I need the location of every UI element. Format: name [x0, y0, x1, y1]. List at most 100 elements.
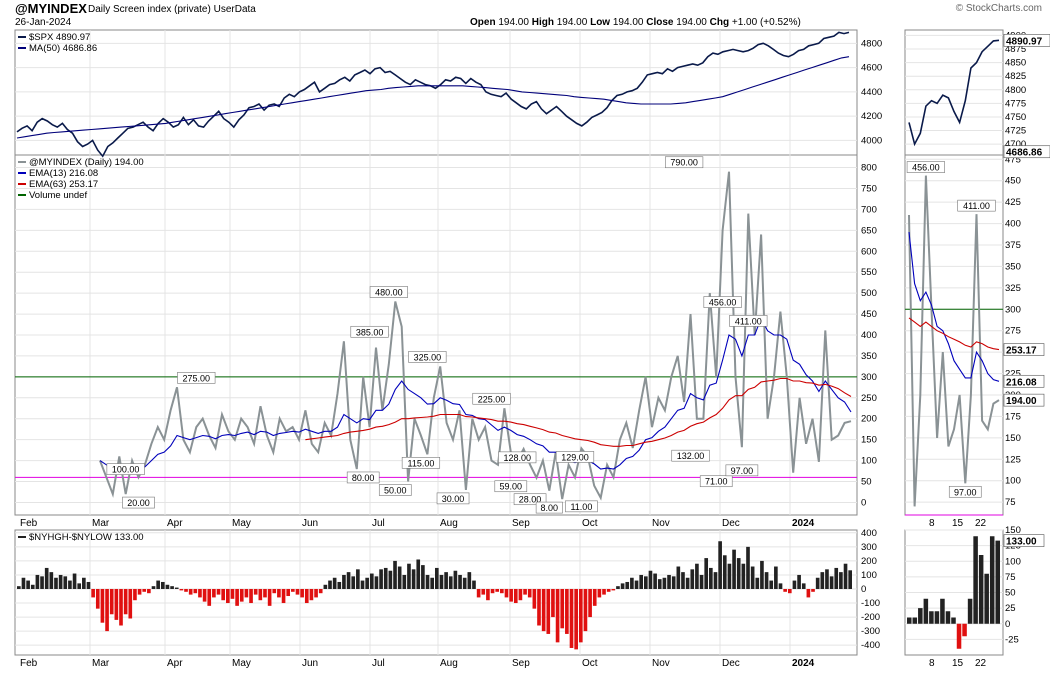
value-callout-box: [177, 372, 216, 384]
breadth-bar: [504, 588, 509, 598]
breadth-bar: [202, 588, 207, 602]
value-callout: 225.00: [478, 394, 506, 404]
value-callout: 325.00: [414, 352, 442, 362]
month-label-index: Aug: [440, 518, 458, 529]
breadth-bar: [606, 588, 611, 592]
value-callout-box: [106, 463, 145, 475]
inset-breadth-bar: [962, 623, 967, 637]
breadth-bar: [17, 586, 21, 589]
spx-price-line: [16, 31, 850, 158]
breadth-bar: [616, 586, 620, 589]
breadth-bar: [374, 576, 379, 589]
breadth-bar: [328, 580, 332, 589]
price-y-tick-label: 4600: [861, 63, 882, 74]
inset-price-y-tick-label: 4825: [1005, 71, 1026, 82]
breadth-bar: [448, 576, 453, 589]
ema63-line: [305, 377, 852, 447]
breadth-bar: [221, 588, 225, 601]
index-y-tick-label: 700: [861, 204, 877, 215]
breadth-bar: [486, 588, 490, 601]
breadth-bar: [91, 588, 95, 598]
index-y-tick-label: 650: [861, 225, 877, 236]
inset-index-y-tick-label: 375: [1005, 240, 1021, 251]
breadth-bar: [467, 572, 472, 589]
breadth-bar: [281, 588, 286, 604]
breadth-bar: [86, 581, 91, 589]
breadth-bar: [421, 565, 425, 589]
breadth-bar: [295, 588, 300, 595]
inset-callout-box: [957, 199, 996, 212]
breadth-bar: [750, 566, 755, 589]
breadth-bar: [527, 588, 532, 598]
inset-myindex-line: [908, 175, 1000, 507]
breadth-bar: [592, 588, 597, 606]
breadth-bar: [490, 588, 495, 594]
breadth-y-tick-label: -300: [861, 626, 880, 637]
price-y-tick-label: 4000: [861, 135, 882, 146]
inset-breadth-bar: [956, 623, 962, 649]
breadth-bar: [462, 577, 467, 589]
value-callout: 480.00: [375, 288, 403, 298]
inset-index-y-tick-label: 100: [1005, 476, 1021, 487]
breadth-bar: [732, 549, 736, 589]
value-callout-box: [699, 475, 733, 488]
inset-breadth-bar: [967, 598, 973, 624]
value-callout-box: [378, 484, 412, 496]
breadth-bar: [119, 588, 123, 626]
month-label-breadth: Feb: [20, 658, 38, 669]
breadth-bar: [578, 588, 583, 643]
breadth-bar: [393, 560, 397, 589]
inset-index-y-tick-label: 125: [1005, 454, 1021, 465]
index-y-tick-label: 750: [861, 183, 877, 194]
ohlc-readout: Open 194.00 High 194.00 Low 194.00 Close…: [470, 17, 801, 28]
month-label-breadth: Oct: [582, 658, 598, 669]
breadth-bar: [332, 577, 337, 589]
breadth-bar: [829, 576, 834, 589]
inset-index-y-tick-label: 225: [1005, 369, 1021, 380]
breadth-bar: [662, 577, 667, 589]
breadth-bar: [40, 576, 44, 589]
breadth-bar: [35, 574, 40, 589]
month-label-breadth: Aug: [440, 658, 458, 669]
breadth-bar: [509, 588, 513, 602]
breadth-bar: [513, 588, 518, 604]
breadth-bar: [258, 588, 263, 601]
index-y-tick-label: 450: [861, 309, 877, 320]
breadth-bar: [342, 574, 346, 589]
breadth-bar: [602, 588, 606, 595]
inset-breadth-bar: [940, 598, 945, 624]
breadth-bar: [741, 563, 746, 589]
breadth-bar: [277, 588, 281, 598]
breadth-bar: [402, 574, 407, 589]
month-label-index: Jun: [302, 518, 318, 529]
breadth-bar: [207, 588, 212, 606]
index-y-tick-label: 200: [861, 414, 877, 425]
inset-ma-tag-box: [1003, 145, 1050, 159]
value-callout: 129.00: [561, 452, 589, 462]
inset-index-y-tick-label: 400: [1005, 219, 1021, 230]
value-callout: 411.00: [735, 316, 762, 326]
breadth-bar: [407, 563, 411, 589]
value-callout: 80.00: [352, 473, 375, 483]
breadth-bar: [648, 570, 653, 589]
breadth-bar: [263, 588, 267, 598]
inset-index-y-tick-label: 275: [1005, 326, 1021, 337]
breadth-bar: [198, 588, 202, 598]
breadth-bar: [774, 566, 778, 589]
value-callout-box: [725, 464, 759, 477]
inset-price-y-tick-label: 4725: [1005, 126, 1026, 137]
copyright: © StockCharts.com: [955, 3, 1042, 14]
value-callout: 28.00: [519, 495, 542, 505]
inset-price-line: [908, 39, 1000, 147]
breadth-bar: [597, 588, 602, 598]
breadth-bar: [369, 573, 374, 589]
index-y-tick-label: 100: [861, 456, 877, 467]
value-callout: 50.00: [384, 486, 407, 496]
month-label-index: Dec: [722, 518, 740, 529]
breadth-bar: [388, 570, 393, 589]
inset-index-y-tick-label: 425: [1005, 197, 1021, 208]
breadth-bar: [365, 577, 369, 589]
inset-breadth-bar: [973, 536, 978, 624]
breadth-bar: [323, 584, 328, 589]
value-callout: 385.00: [356, 327, 384, 337]
